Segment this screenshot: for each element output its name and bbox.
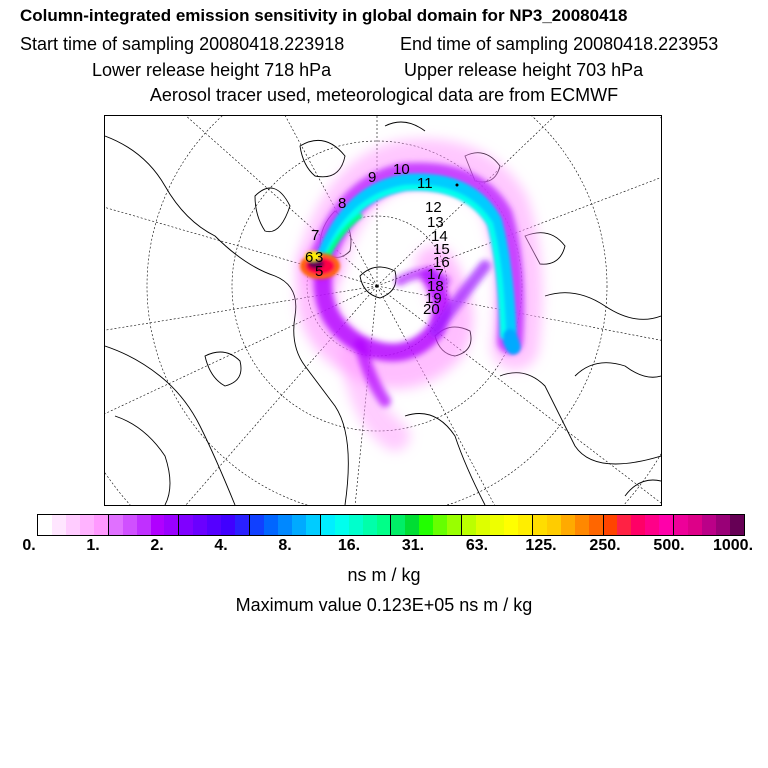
colorbar: [37, 514, 745, 536]
colorbar-cell: [702, 515, 716, 535]
day-label: 7: [311, 227, 319, 244]
colorbar-cell: [51, 515, 66, 535]
colorbar-cell: [716, 515, 730, 535]
colorbar-cell: [193, 515, 208, 535]
colorbar-tick-label: 250.: [589, 537, 621, 554]
day-label: 11: [417, 175, 433, 192]
day-label: 8: [338, 195, 346, 212]
day-label: 3: [315, 249, 323, 266]
day-label: 15: [433, 241, 450, 258]
colorbar-cell: [476, 515, 490, 535]
colorbar-cell: [574, 515, 589, 535]
colorbar-cell: [405, 515, 420, 535]
colorbar-cell: [305, 515, 320, 535]
day-label: 19: [425, 290, 442, 307]
day-label: 6: [305, 249, 313, 266]
colorbar-tick-label: 125.: [525, 537, 557, 554]
colorbar-cell: [249, 515, 264, 535]
colorbar-cell: [38, 515, 52, 535]
colorbar-cell: [588, 515, 603, 535]
day-labels: 9 10 11 8 12 13 14 7 15 16 6 3 5 17 18 1…: [305, 161, 450, 318]
upper-release-label: Upper release height 703 hPa: [404, 60, 644, 80]
colorbar-cell: [419, 515, 434, 535]
tracer-info-label: Aerosol tracer used, meteorological data…: [149, 85, 619, 105]
map-svg: 9 10 11 8 12 13 14 7 15 16 6 3 5 17 18 1…: [105, 116, 661, 505]
colorbar-cell: [319, 515, 335, 535]
colorbar-cell: [122, 515, 137, 535]
colorbar-units-label: ns m / kg: [347, 565, 421, 585]
colorbar-cell: [503, 515, 518, 535]
colorbar-cell: [673, 515, 689, 535]
colorbar-cell: [362, 515, 377, 535]
colorbar-cell: [207, 515, 222, 535]
colorbar-cell: [433, 515, 448, 535]
colorbar-cell: [645, 515, 660, 535]
day-label: 16: [433, 254, 450, 271]
colorbar-tick-label: 0.: [22, 537, 36, 554]
colorbar-tick-label: 4.: [214, 537, 228, 554]
colorbar-cell: [79, 515, 94, 535]
colorbar-cell: [264, 515, 278, 535]
day-label: 9: [368, 169, 376, 186]
colorbar-cell: [136, 515, 151, 535]
colorbar-cell: [602, 515, 618, 535]
maximum-value-label: Maximum value 0.123E+05 ns m / kg: [235, 595, 533, 615]
colorbar-tick-label: 2.: [150, 537, 164, 554]
day-label: 10: [393, 161, 410, 178]
colorbar-cell: [490, 515, 504, 535]
colorbar-cell: [65, 515, 80, 535]
colorbar-cell: [560, 515, 575, 535]
colorbar-cell: [447, 515, 462, 535]
colorbar-tick-label: 31.: [401, 537, 425, 554]
colorbar-cell: [221, 515, 236, 535]
day-label: 17: [427, 266, 444, 283]
day-label: 18: [427, 278, 444, 295]
day-label: 13: [427, 214, 444, 231]
day-label: 12: [425, 199, 442, 216]
colorbar-cell: [376, 515, 391, 535]
start-time-label: Start time of sampling 20080418.223918: [20, 34, 345, 54]
colorbar-cell: [93, 515, 108, 535]
colorbar-cell: [729, 515, 744, 535]
colorbar-cell: [334, 515, 349, 535]
colorbar-tick-label: 1.: [86, 537, 100, 554]
map-panel: 9 10 11 8 12 13 14 7 15 16 6 3 5 17 18 1…: [104, 115, 662, 506]
colorbar-tick-label: 500.: [653, 537, 685, 554]
colorbar-tick-label: 16.: [337, 537, 361, 554]
colorbar-cell: [531, 515, 547, 535]
colorbar-cell: [517, 515, 532, 535]
emission-plume: [296, 138, 543, 451]
day-label: 5: [315, 263, 323, 280]
colorbar-cell: [348, 515, 363, 535]
release-point: [455, 183, 459, 187]
colorbar-cell: [235, 515, 250, 535]
colorbar-cell: [688, 515, 703, 535]
colorbar-cell: [617, 515, 632, 535]
lower-release-label: Lower release height 718 hPa: [92, 60, 332, 80]
colorbar-tick-label: 8.: [278, 537, 292, 554]
colorbar-cell: [178, 515, 194, 535]
colorbar-cell: [277, 515, 292, 535]
colorbar-cell: [659, 515, 674, 535]
colorbar-cell: [291, 515, 306, 535]
colorbar-cell: [164, 515, 179, 535]
end-time-label: End time of sampling 20080418.223953: [400, 34, 719, 54]
day-label: 14: [431, 228, 448, 245]
colorbar-cell: [546, 515, 561, 535]
day-label: 20: [423, 301, 440, 318]
colorbar-cell: [631, 515, 646, 535]
colorbar-cell: [461, 515, 477, 535]
colorbar-cell: [390, 515, 406, 535]
colorbar-cell: [150, 515, 165, 535]
colorbar-cell: [107, 515, 123, 535]
map-title: Column-integrated emission sensitivity i…: [20, 6, 628, 25]
colorbar-tick-label: 63.: [465, 537, 489, 554]
colorbar-tick-label: 1000.: [712, 537, 754, 554]
